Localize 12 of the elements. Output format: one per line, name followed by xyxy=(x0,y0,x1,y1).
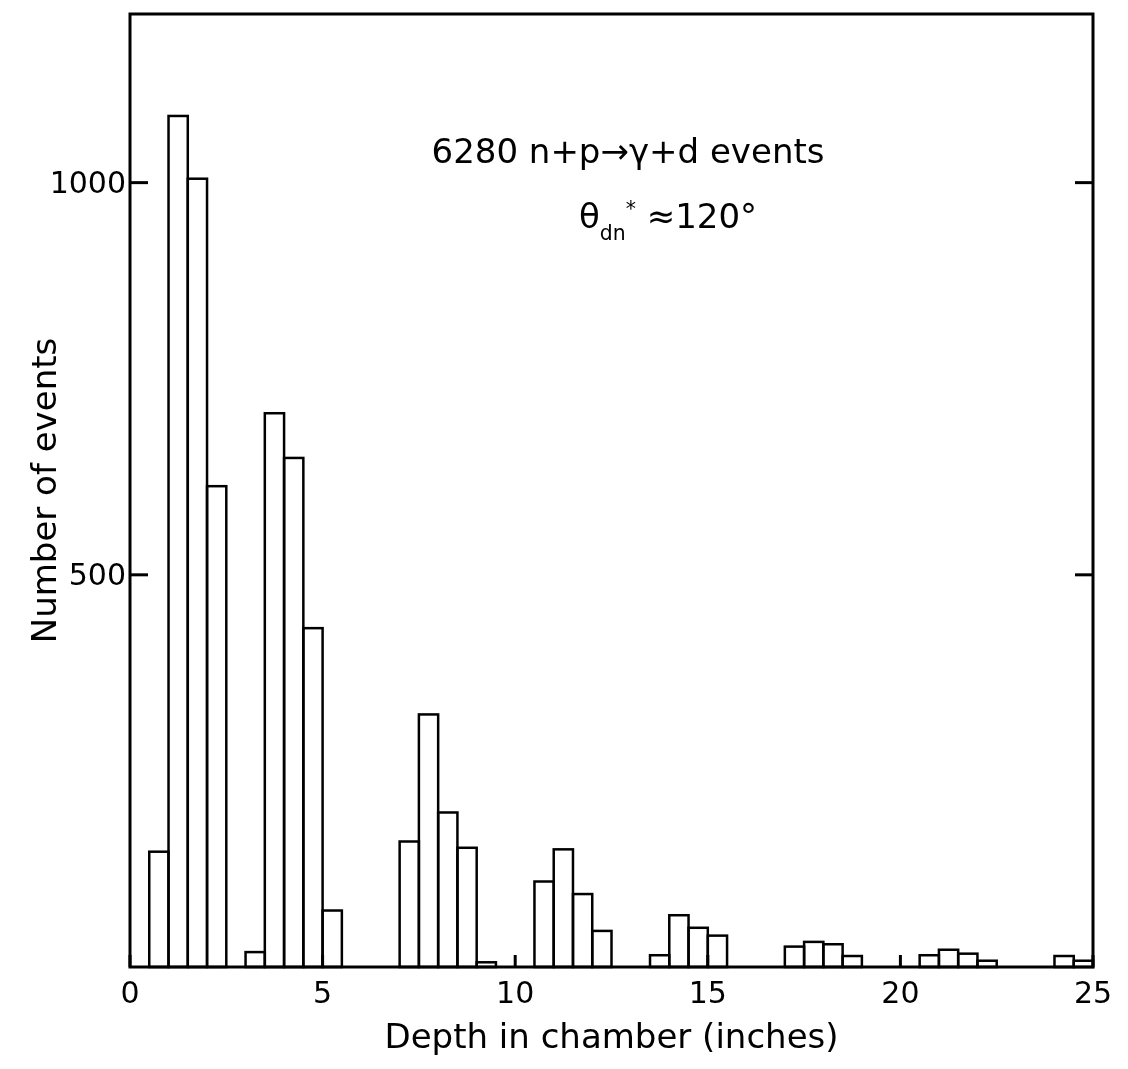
y-tick-label: 500 xyxy=(68,557,126,593)
y-axis-title: Number of events xyxy=(24,337,64,644)
x-tick-label: 5 xyxy=(313,975,333,1010)
annotation: θ$_{dn}$$^{*}$ ≈120° xyxy=(578,196,758,245)
x-tick-label: 20 xyxy=(881,975,920,1010)
x-tick-label: 15 xyxy=(688,975,727,1010)
y-tick-label: 1000 xyxy=(49,165,126,201)
x-tick-label: 10 xyxy=(496,975,535,1010)
x-tick-label: 25 xyxy=(1073,975,1113,1010)
annotation: 6280 n+p→γ+d events xyxy=(431,131,825,171)
x-axis-title: Depth in chamber (inches) xyxy=(384,1016,839,1056)
x-tick-label: 0 xyxy=(120,975,140,1010)
